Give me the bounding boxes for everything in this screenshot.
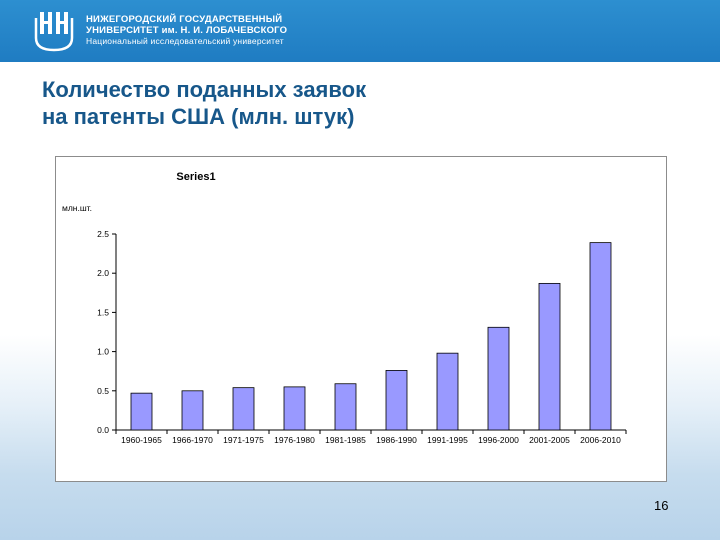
x-tick-label: 2001-2005 xyxy=(529,435,570,445)
bar xyxy=(385,370,408,431)
bar xyxy=(487,326,510,431)
university-name-line3: Национальный исследовательский университ… xyxy=(86,36,284,46)
bar xyxy=(538,282,561,431)
bar xyxy=(334,383,357,431)
bar xyxy=(589,242,612,431)
x-tick-label: 1971-1975 xyxy=(223,435,264,445)
slide-title-line1: Количество поданных заявок xyxy=(42,77,367,102)
y-tick-label: 1.5 xyxy=(97,307,109,317)
chart-panel: Series1 млн.шт. 0.0 0.5 1.0 1.5 2.0 2.5 1960-1… xyxy=(55,156,667,482)
bar xyxy=(436,352,459,431)
x-tick-label: 1996-2000 xyxy=(478,435,519,445)
university-name-line1: НИЖЕГОРОДСКИЙ ГОСУДАРСТВЕННЫЙ xyxy=(86,14,283,25)
slide-title: Количество поданных заявок на патенты СШ… xyxy=(42,76,682,130)
university-header: НИЖЕГОРОДСКИЙ ГОСУДАРСТВЕННЫЙ УНИВЕРСИТЕ… xyxy=(0,0,720,62)
university-name-line2: УНИВЕРСИТЕТ им. Н. И. ЛОБАЧЕВСКОГО xyxy=(86,25,288,36)
y-tick-label: 0.0 xyxy=(97,425,109,435)
chart-series-title: Series1 xyxy=(176,171,216,183)
x-tick-label: 1960-1965 xyxy=(121,435,162,445)
bar xyxy=(283,386,306,431)
x-tick-label: 1966-1970 xyxy=(172,435,213,445)
x-tick-label: 1981-1985 xyxy=(325,435,366,445)
x-tick-label: 1991-1995 xyxy=(427,435,468,445)
bar xyxy=(232,387,255,431)
y-tick-label: 2.0 xyxy=(97,268,109,278)
x-tick-label: 1986-1990 xyxy=(376,435,417,445)
bar xyxy=(181,390,204,431)
university-name: НИЖЕГОРОДСКИЙ ГОСУДАРСТВЕННЫЙ УНИВЕРСИТЕ… xyxy=(86,14,287,47)
x-tick-label: 2006-2010 xyxy=(580,435,621,445)
x-tick-label: 1976-1980 xyxy=(274,435,315,445)
y-tick-label: 1.0 xyxy=(97,347,109,357)
y-tick-label: 0.5 xyxy=(97,386,109,396)
y-tick-label: 2.5 xyxy=(97,229,109,239)
university-logo-icon xyxy=(34,12,74,52)
slide-title-line2: на патенты США (млн. штук) xyxy=(42,104,355,129)
slide-number: 16 xyxy=(654,498,669,513)
y-axis-label: млн.шт. xyxy=(62,203,92,213)
bar xyxy=(130,392,153,431)
bar-chart: 0.0 0.5 1.0 1.5 2.0 2.5 1960-1965 1966-1970 1971… xyxy=(97,229,627,445)
